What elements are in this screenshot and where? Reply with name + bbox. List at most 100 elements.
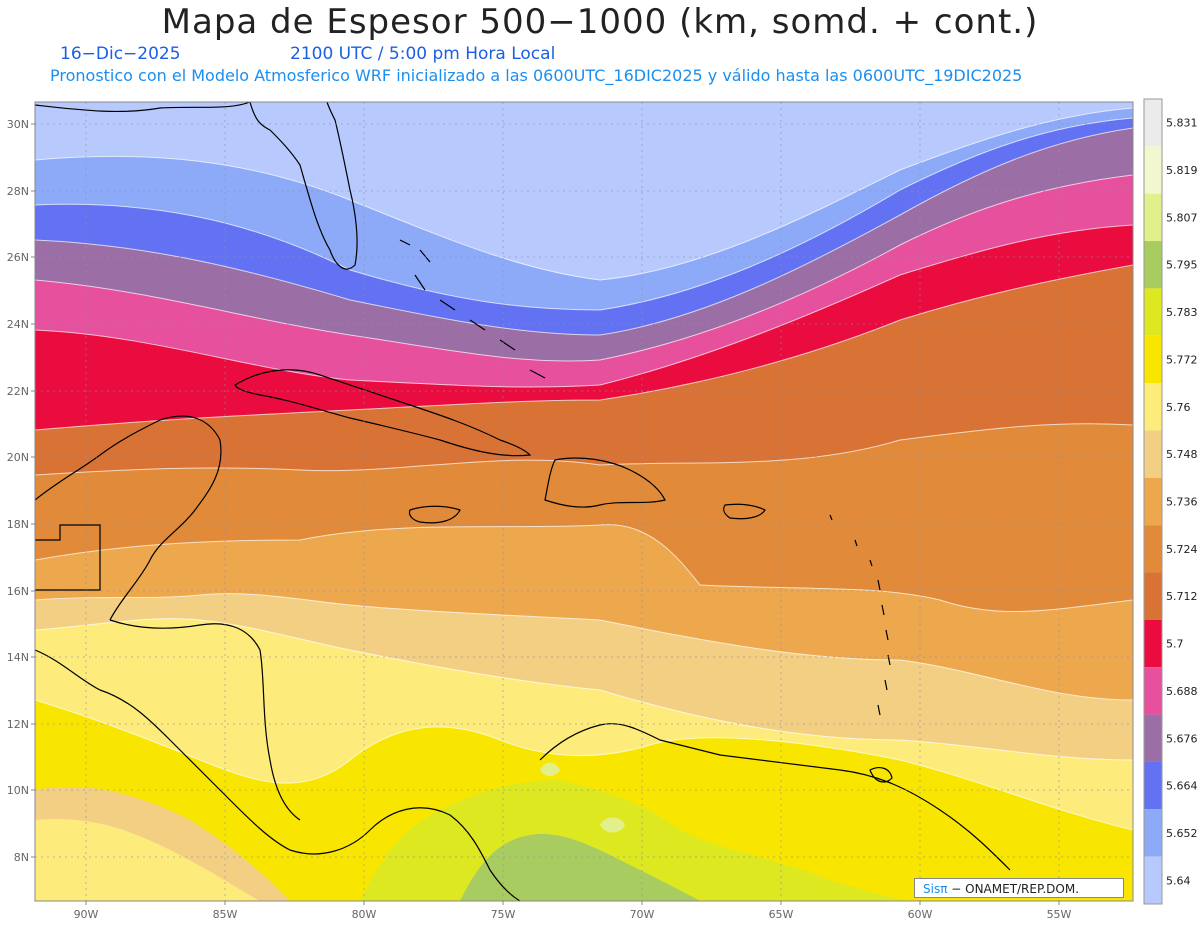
colorbar-swatch [1144, 761, 1162, 810]
lat-label-28n: 28N [7, 185, 29, 198]
lat-label-10n: 10N [7, 784, 29, 797]
lat-label-12n: 12N [7, 718, 29, 731]
map-title: Mapa de Espesor 500−1000 (km, somd. + co… [161, 2, 1039, 42]
colorbar-swatch [1144, 241, 1162, 289]
lat-tick: 24N [7, 318, 35, 331]
venezuela-coast [539, 723, 1011, 871]
florida-coast [249, 102, 358, 270]
caribbean-coast-central [109, 619, 301, 821]
coastlines [35, 102, 1011, 901]
forecast-time: 2100 UTC / 5:00 pm Hora Local [290, 44, 556, 64]
colorbar-swatch [1144, 335, 1162, 384]
colorbar: 5.831 5.819 5.807 5.795 5.783 5.772 5.76 5.748 5… [1143, 98, 1198, 905]
colorbar-label: 5.736 [1166, 496, 1198, 509]
colorbar-swatch [1144, 99, 1162, 147]
lat-tick: 22N [7, 385, 35, 398]
lon-tick: 80W [352, 901, 377, 921]
band-5.807-2 [600, 817, 625, 833]
lat-tick: 28N [7, 185, 35, 198]
colorbar-label: 5.688 [1166, 685, 1198, 698]
colorbar-swatch [1144, 525, 1162, 573]
colorbar-swatch [1144, 477, 1162, 526]
lat-tick: 30N [7, 118, 35, 131]
colorbar-label: 5.676 [1166, 732, 1198, 745]
colorbar-swatch [1144, 288, 1162, 336]
yucatan-coast [35, 415, 222, 621]
lon-tick: 70W [630, 901, 655, 921]
puerto-rico-coast [723, 503, 766, 520]
lon-tick: 60W [908, 901, 933, 921]
lat-label-8n: 8N [14, 851, 29, 864]
lon-tick: 85W [213, 901, 238, 921]
lat-label-16n: 16N [7, 585, 29, 598]
central-america-coast [35, 649, 521, 901]
lon-label-70w: 70W [630, 908, 655, 921]
colorbar-label: 5.76 [1166, 401, 1191, 414]
lat-label-24n: 24N [7, 318, 29, 331]
colorbar-label: 5.712 [1166, 590, 1198, 603]
colorbar-label: 5.819 [1166, 164, 1198, 177]
lat-tick: 26N [7, 251, 35, 264]
colorbar-swatch [1144, 856, 1162, 904]
trinidad [869, 767, 893, 783]
lon-tick: 55W [1047, 901, 1072, 921]
lat-tick: 12N [7, 718, 35, 731]
filled-contours [35, 102, 1133, 901]
colorbar-swatch [1144, 146, 1162, 194]
sispi-brand: Sisπ [923, 882, 948, 896]
colorbar-label: 5.64 [1166, 874, 1191, 887]
colorbar-swatch [1144, 809, 1162, 857]
credit-text: − ONAMET/REP.DOM. [947, 882, 1080, 896]
gridlines [35, 102, 1133, 901]
jamaica-coast [408, 505, 461, 524]
lat-tick: 20N [7, 451, 35, 464]
forecast-date: 16−Dic−2025 [60, 44, 181, 64]
colorbar-swatch [1144, 667, 1162, 715]
lat-label-22n: 22N [7, 385, 29, 398]
colorbar-label: 5.664 [1166, 780, 1198, 793]
credit-box: Sisπ − ONAMET/REP.DOM. [914, 878, 1124, 898]
colorbar-swatch [1144, 383, 1162, 431]
lon-label-65w: 65W [769, 908, 794, 921]
lon-label-55w: 55W [1047, 908, 1072, 921]
lon-label-80w: 80W [352, 908, 377, 921]
band-5.795 [460, 834, 700, 901]
colorbar-label: 5.652 [1166, 827, 1198, 840]
colorbar-label: 5.7 [1166, 638, 1184, 651]
colorbar-label: 5.748 [1166, 448, 1198, 461]
model-subtitle: Pronostico con el Modelo Atmosferico WRF… [50, 66, 1023, 85]
colorbar-swatch [1144, 572, 1162, 620]
lat-tick: 18N [7, 518, 35, 531]
mexico-border [35, 524, 101, 591]
plot-frame [34, 101, 1134, 902]
contour-lines [35, 107, 1133, 831]
lesser-antilles [829, 514, 891, 716]
gulf-coast [35, 102, 251, 113]
lon-label-90w: 90W [74, 908, 99, 921]
colorbar-label: 5.783 [1166, 306, 1198, 319]
colorbar-label: 5.795 [1166, 259, 1198, 272]
colorbar-swatch [1144, 430, 1162, 478]
colorbar-label: 5.807 [1166, 211, 1198, 224]
lat-label-26n: 26N [7, 251, 29, 264]
lon-label-60w: 60W [908, 908, 933, 921]
colorbar-label: 5.724 [1166, 543, 1198, 556]
lat-tick: 16N [7, 585, 35, 598]
lon-tick: 75W [491, 901, 516, 921]
colorbar-frame [1143, 98, 1163, 905]
colorbar-swatch [1144, 619, 1162, 668]
lon-tick: 65W [769, 901, 794, 921]
lat-label-18n: 18N [7, 518, 29, 531]
bahamas-islands [399, 239, 546, 379]
cuba-coast [234, 369, 532, 457]
lat-label-30n: 30N [7, 118, 29, 131]
colorbar-label: 5.831 [1166, 117, 1198, 130]
colorbar-label: 5.772 [1166, 353, 1198, 366]
lat-tick: 8N [14, 851, 35, 864]
lat-tick: 14N [7, 651, 35, 664]
lat-label-14n: 14N [7, 651, 29, 664]
colorbar-swatch [1144, 193, 1162, 242]
colorbar-swatch [1144, 714, 1162, 762]
lon-tick: 90W [74, 901, 99, 921]
